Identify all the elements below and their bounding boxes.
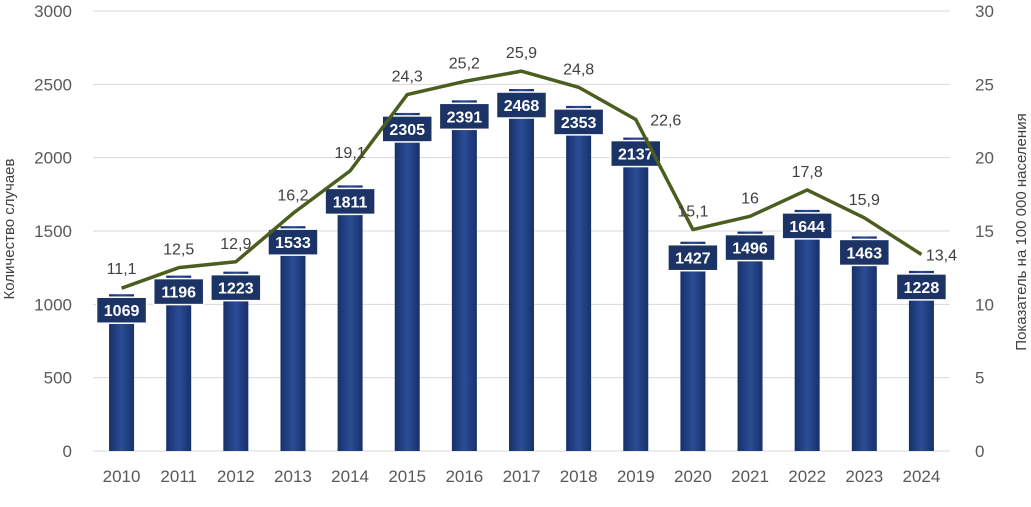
y-tick-label: 2500 bbox=[34, 75, 72, 94]
x-tick-label: 2013 bbox=[274, 467, 312, 486]
bar-value-label: 1196 bbox=[161, 285, 196, 302]
bar bbox=[337, 185, 363, 452]
bar-value-label: 1811 bbox=[333, 194, 368, 211]
bar bbox=[908, 270, 934, 451]
y2-tick-label: 0 bbox=[975, 442, 984, 461]
bar-label-box bbox=[152, 277, 205, 306]
y-tick-label: 1500 bbox=[34, 222, 72, 241]
line-value-label: 15,1 bbox=[677, 204, 708, 221]
bar-value-label: 2353 bbox=[561, 115, 597, 132]
bar-value-label: 2391 bbox=[447, 109, 483, 126]
x-tick-label: 2024 bbox=[903, 467, 941, 486]
bar-value-label: 2305 bbox=[389, 122, 425, 139]
bar-value-label: 1228 bbox=[904, 280, 940, 297]
series-line bbox=[120, 69, 923, 290]
line-value-label: 15,9 bbox=[849, 192, 880, 209]
line-value-label: 19,1 bbox=[335, 145, 366, 162]
bar-value-label: 1069 bbox=[104, 303, 140, 320]
y2-axis-title: Показатель на 100 000 населения bbox=[1013, 113, 1030, 350]
x-tick-label: 2011 bbox=[160, 467, 197, 486]
bar bbox=[737, 231, 763, 451]
bar bbox=[680, 241, 706, 451]
y-axis-title: Количество случаев bbox=[1, 159, 18, 300]
x-tick-label: 2017 bbox=[503, 467, 541, 486]
bar-label-box bbox=[210, 273, 262, 302]
y-tick-label: 2000 bbox=[34, 149, 72, 168]
bar-value-label: 1463 bbox=[847, 245, 883, 262]
y2-tick-label: 30 bbox=[975, 2, 994, 21]
bar-value-label: 1533 bbox=[275, 235, 311, 252]
x-tick-label: 2018 bbox=[560, 467, 598, 486]
y2-tick-label: 10 bbox=[975, 295, 994, 314]
x-tick-label: 2014 bbox=[331, 467, 369, 486]
bar-label-box bbox=[438, 102, 491, 131]
x-tick-label: 2012 bbox=[217, 467, 255, 486]
y-tick-label: 500 bbox=[44, 369, 72, 388]
line-value-label: 16,2 bbox=[277, 187, 308, 204]
bar-label-box bbox=[724, 233, 776, 262]
bar-value-label: 1496 bbox=[732, 241, 768, 258]
line-value-label: 12,9 bbox=[220, 236, 251, 253]
line-value-label: 24,8 bbox=[563, 61, 594, 78]
line-value-label: 25,2 bbox=[449, 55, 480, 72]
y2-tick-label: 20 bbox=[975, 149, 994, 168]
y-tick-label: 3000 bbox=[34, 2, 72, 21]
bar-label-box bbox=[495, 91, 548, 119]
x-tick-label: 2021 bbox=[731, 467, 769, 486]
right-axis-ticks: 0 5 10 15 20 25 30 bbox=[975, 2, 994, 461]
bar bbox=[623, 137, 649, 451]
bar bbox=[851, 236, 877, 451]
bar bbox=[451, 100, 477, 451]
line-value-label: 13,4 bbox=[926, 247, 957, 264]
x-tick-label: 2019 bbox=[617, 467, 655, 486]
line-series: 11,1 12,5 12,9 16,2 19,1 24,3 25,2 25,9 24,8 22,6… bbox=[107, 45, 957, 290]
bar-value-label: 1223 bbox=[218, 281, 254, 298]
line-value-label: 17,8 bbox=[792, 164, 823, 181]
x-tick-label: 2016 bbox=[445, 467, 483, 486]
bar bbox=[280, 226, 306, 451]
bar bbox=[394, 112, 420, 451]
bar-series: 1069 1196 1223 1533 1811 2305 2391 2468 2353 2137… bbox=[95, 89, 948, 452]
line-value-label: 12,5 bbox=[163, 242, 194, 259]
bar-value-label: 1427 bbox=[675, 251, 711, 268]
bar bbox=[223, 271, 249, 451]
left-axis-ticks: 0 500 1000 1500 2000 2500 3000 bbox=[34, 2, 72, 461]
bar-label-box bbox=[324, 187, 376, 216]
bar-label-box bbox=[552, 108, 605, 136]
x-tick-label: 2023 bbox=[845, 467, 883, 486]
bar bbox=[794, 209, 820, 451]
y2-tick-label: 15 bbox=[975, 222, 994, 241]
bar-label-box bbox=[267, 228, 319, 256]
line-value-label: 24,3 bbox=[392, 69, 423, 86]
y-tick-label: 1000 bbox=[34, 295, 72, 314]
y2-tick-label: 25 bbox=[975, 75, 994, 94]
x-axis-ticks: 2010 2011 2012 2013 2014 2015 2016 2017 2018 2019… bbox=[103, 467, 941, 486]
line-value-label: 25,9 bbox=[506, 45, 537, 62]
x-tick-label: 2010 bbox=[103, 467, 141, 486]
x-tick-label: 2020 bbox=[674, 467, 712, 486]
bar-label-box bbox=[895, 273, 948, 301]
bar-label-box bbox=[95, 296, 148, 324]
bar-label-box bbox=[781, 212, 833, 240]
bar-value-label: 1644 bbox=[789, 219, 825, 236]
x-tick-label: 2015 bbox=[388, 467, 426, 486]
bar bbox=[509, 89, 534, 451]
bar bbox=[566, 105, 592, 451]
bar-value-label: 2137 bbox=[618, 147, 654, 164]
line-value-label: 22,6 bbox=[650, 113, 681, 130]
bar-label-box bbox=[667, 243, 719, 272]
y-tick-label: 0 bbox=[63, 442, 72, 461]
x-tick-label: 2022 bbox=[788, 467, 826, 486]
bar-value-label: 2468 bbox=[504, 98, 540, 115]
line-value-label: 16 bbox=[741, 190, 759, 207]
y2-tick-label: 5 bbox=[975, 369, 984, 388]
line-value-label: 11,1 bbox=[107, 261, 137, 278]
bar-label-box bbox=[838, 238, 891, 267]
